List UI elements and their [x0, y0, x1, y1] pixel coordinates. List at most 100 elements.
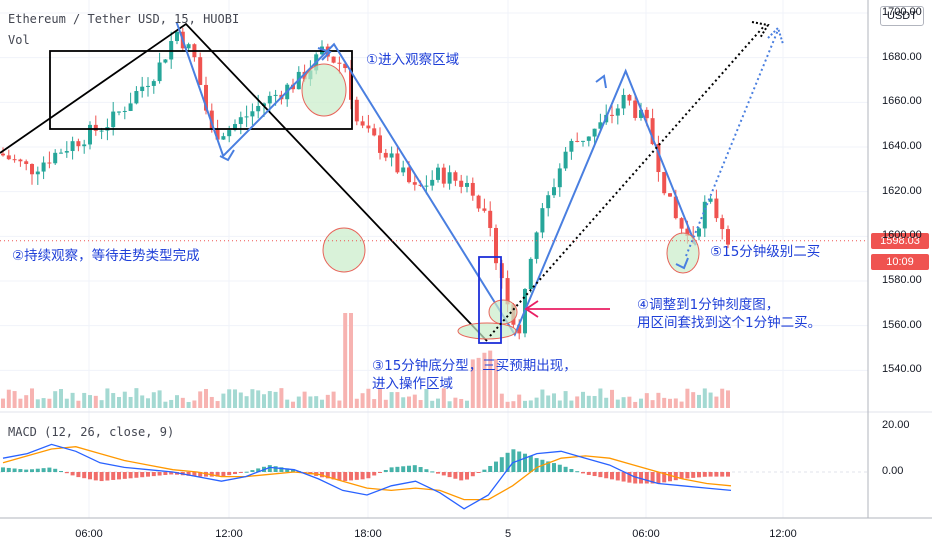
volume-bar [633, 401, 638, 408]
candle-body [273, 94, 278, 96]
volume-bar [482, 352, 487, 408]
candle-body [430, 179, 435, 186]
volume-bar [598, 388, 603, 408]
highlight-ellipse [322, 227, 366, 273]
candle-body [372, 128, 377, 136]
candle-body [134, 91, 139, 104]
currency-button[interactable]: USDT [880, 6, 924, 26]
volume-bar [215, 401, 220, 408]
last-price-badge: 1598.03 [871, 233, 929, 249]
macd-histogram-bar [604, 472, 609, 479]
volume-bar [140, 395, 145, 408]
macd-histogram-bar [12, 468, 17, 472]
volume-bar [668, 398, 672, 408]
volume-bar [523, 400, 527, 408]
volume-bar [644, 393, 649, 408]
volume-bar [70, 392, 75, 408]
macd-histogram-bar [389, 467, 394, 472]
candle-body [673, 196, 678, 219]
macd-histogram-bar [169, 472, 174, 475]
time-tick-label: 12:00 [769, 528, 797, 540]
volume-bar [349, 313, 353, 408]
macd-histogram-bar [470, 472, 475, 477]
macd-histogram-bar [250, 470, 255, 472]
macd-histogram-bar [430, 471, 435, 473]
candle-body [163, 59, 168, 63]
candle-body [610, 114, 614, 116]
macd-histogram-bar [227, 472, 232, 476]
macd-histogram-bar [93, 472, 98, 481]
volume-bar [175, 395, 179, 408]
volume-bar [673, 398, 678, 408]
volume-bar [586, 395, 591, 408]
candle-body [546, 195, 551, 209]
candle-body [175, 31, 179, 42]
macd-histogram-bar [1, 467, 5, 472]
candle-body [146, 85, 150, 87]
candle-body [70, 141, 75, 152]
volume-bar [325, 394, 330, 408]
volume-bar [99, 400, 104, 408]
candle-body [302, 71, 307, 80]
candle-body [41, 162, 46, 172]
volume-bar [418, 400, 423, 408]
price-tick-label: 1580.00 [882, 274, 922, 286]
volume-bar [447, 401, 452, 408]
macd-histogram-bar [586, 472, 591, 475]
macd-histogram-bar [557, 464, 562, 472]
highlight-ellipse [301, 63, 347, 117]
volume-bar [354, 398, 359, 408]
volume-bar [53, 391, 58, 408]
macd-histogram-bar [488, 465, 493, 472]
macd-histogram-bar [111, 472, 116, 480]
volume-bar [412, 394, 417, 408]
price-tick-label: 1680.00 [882, 50, 922, 63]
candle-body [93, 124, 98, 131]
volume-bar [656, 392, 661, 408]
macd-histogram-bar [372, 472, 377, 476]
macd-histogram-bar [401, 466, 406, 472]
volume-bar [436, 398, 440, 408]
volume-bar [88, 395, 92, 408]
candle-body [697, 228, 701, 237]
volume-bar [720, 388, 725, 408]
volume-bar [372, 399, 377, 408]
macd-histogram-bar [465, 472, 469, 480]
macd-histogram-bar [163, 472, 168, 476]
candle-body [140, 86, 145, 92]
macd-histogram-bar [157, 472, 162, 476]
macd-histogram-bar [122, 472, 127, 479]
macd-histogram-bar [563, 466, 568, 472]
macd-histogram-bar [221, 472, 226, 477]
candle-body [441, 167, 446, 184]
annotation-5: ⑤15分钟级别二买 [710, 244, 821, 260]
candle-body [111, 111, 116, 128]
macd-histogram-bar [383, 469, 388, 472]
candle-body [453, 172, 458, 181]
candle-body [395, 153, 400, 173]
candle-body [720, 218, 725, 230]
volume-bar [343, 313, 348, 408]
candle-body [186, 44, 191, 49]
macd-histogram-bar [117, 472, 121, 480]
candle-body [82, 144, 87, 147]
macd-histogram-bar [673, 472, 678, 481]
volume-bar [534, 397, 539, 408]
candle-body [250, 111, 255, 117]
candle-body [221, 136, 226, 140]
candle-body [331, 56, 336, 63]
volume-bar [128, 396, 133, 408]
volume-bar [459, 398, 464, 408]
price-tick-label: 1620.00 [882, 184, 922, 197]
candle-body [389, 153, 394, 158]
candle-body [726, 229, 730, 245]
candle-body [662, 172, 667, 194]
macd-histogram-bar [633, 472, 638, 484]
macd-tick-label: 20.00 [882, 419, 910, 431]
price-tick-label: 1660.00 [882, 95, 922, 108]
macd-histogram-bar [685, 472, 690, 479]
candle-body [488, 210, 493, 228]
volume-bar [1, 398, 5, 408]
macd-histogram-bar [546, 461, 551, 472]
macd-histogram-bar [697, 472, 701, 478]
